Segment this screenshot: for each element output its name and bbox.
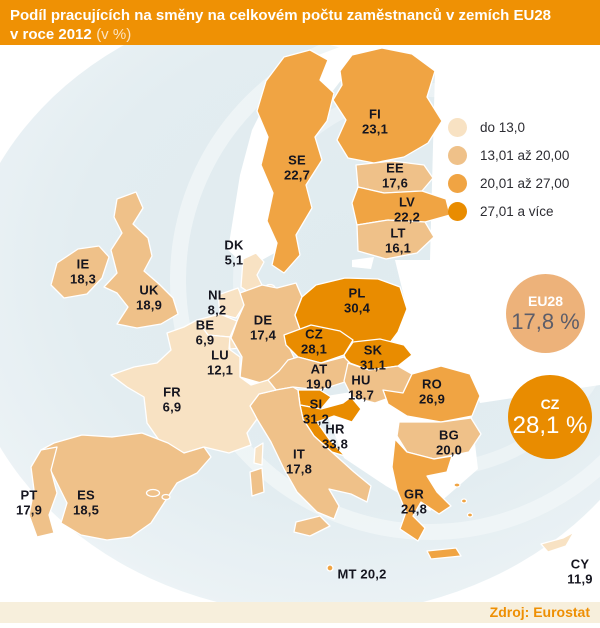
country-label-HR: HR 33,8 bbox=[321, 421, 349, 451]
legend: do 13,0 13,01 až 20,00 20,01 až 27,00 27,01… bbox=[448, 113, 569, 225]
country-shape-PT bbox=[28, 446, 58, 538]
country-shape-IT bbox=[249, 386, 372, 537]
cz-badge-label: CZ bbox=[540, 395, 560, 412]
country-label-EE: EE 17,6 bbox=[381, 160, 409, 190]
legend-label: 27,01 a více bbox=[480, 203, 554, 219]
country-label-RO: RO 26,9 bbox=[418, 376, 446, 406]
legend-label: 13,01 až 20,00 bbox=[480, 147, 570, 163]
country-label-CZ: CZ 28,1 bbox=[300, 326, 328, 356]
source-text: Zdroj: Eurostat bbox=[489, 604, 590, 620]
eu-countries bbox=[28, 47, 575, 572]
cz-badge-value: 28,1 % bbox=[512, 411, 588, 439]
country-label-UK: UK 18,9 bbox=[135, 282, 163, 312]
country-label-HU: HU 18,7 bbox=[347, 372, 375, 402]
country-label-GR: GR 24,8 bbox=[400, 486, 428, 516]
country-label-FR: FR 6,9 bbox=[162, 384, 182, 414]
country-label-DE: DE 17,4 bbox=[249, 312, 277, 342]
country-label-FI: FI 23,1 bbox=[361, 106, 389, 136]
country-shape-CY bbox=[540, 531, 575, 553]
country-label-NL: NL 8,2 bbox=[207, 287, 227, 317]
country-label-LU: LU 12,1 bbox=[206, 347, 234, 377]
country-label-AT: AT 19,0 bbox=[305, 361, 333, 391]
country-label-PT: PT 17,9 bbox=[15, 487, 43, 517]
country-shape-AT bbox=[267, 356, 353, 391]
country-shape-LV bbox=[351, 186, 451, 226]
country-shape-BG bbox=[396, 417, 482, 460]
eu28-average-badge: EU28 17,8 % bbox=[506, 274, 585, 353]
country-shape-NL bbox=[217, 287, 246, 319]
country-label-IE: IE 18,3 bbox=[69, 256, 97, 286]
legend-swatch-icon bbox=[448, 145, 467, 165]
country-label-SI: SI 31,2 bbox=[302, 396, 330, 426]
country-label-ES: ES 18,5 bbox=[72, 487, 100, 517]
country-label-SK: SK 31,1 bbox=[359, 342, 387, 372]
cz-highlight-badge: CZ 28,1 % bbox=[508, 375, 592, 459]
legend-swatch-icon bbox=[448, 117, 467, 137]
country-shape-UK bbox=[103, 191, 179, 329]
legend-item-0: do 13,0 bbox=[448, 113, 569, 141]
legend-swatch-icon bbox=[448, 201, 467, 221]
landmass-kaliningrad bbox=[352, 257, 374, 269]
eu28-badge-value: 17,8 % bbox=[511, 309, 580, 334]
legend-item-1: 13,01 až 20,00 bbox=[448, 141, 569, 169]
legend-label: 20,01 až 27,00 bbox=[480, 175, 570, 191]
page-title-line1: Podíl pracujících na směny na celkovém p… bbox=[10, 7, 552, 24]
map-area: do 13,0 13,01 až 20,00 20,01 až 27,00 27,01… bbox=[0, 45, 600, 602]
country-label-DK: DK 5,1 bbox=[224, 237, 244, 267]
legend-swatch-icon bbox=[448, 173, 467, 193]
legend-item-3: 27,01 a více bbox=[448, 197, 569, 225]
country-label-BE: BE 6,9 bbox=[195, 317, 215, 347]
country-shape-ES bbox=[40, 432, 212, 541]
country-shape-FR bbox=[110, 319, 277, 466]
country-label-BG: BG 20,0 bbox=[435, 427, 463, 457]
country-shape-MT bbox=[326, 564, 334, 572]
country-shape-LT bbox=[356, 219, 435, 260]
eu28-badge-label: EU28 bbox=[527, 293, 564, 309]
country-label-MT: MT 20,2 bbox=[337, 566, 387, 582]
country-label-LV: LV 22,2 bbox=[393, 194, 421, 224]
country-label-SE: SE 22,7 bbox=[283, 152, 311, 182]
country-shape-FI bbox=[332, 47, 443, 164]
country-shape-GR bbox=[391, 438, 474, 560]
legend-label: do 13,0 bbox=[480, 119, 526, 135]
page-title-line2: v roce 2012 bbox=[10, 26, 92, 43]
legend-item-2: 20,01 až 27,00 bbox=[448, 169, 569, 197]
source-bar: Zdroj: Eurostat bbox=[0, 602, 600, 623]
page-title-unit: (v %) bbox=[96, 26, 132, 43]
country-label-CY: CY 11,9 bbox=[567, 556, 593, 586]
country-shape-IE bbox=[50, 245, 110, 299]
country-label-LT: LT 16,1 bbox=[384, 225, 412, 255]
title-bar: Podíl pracujících na směny na celkovém p… bbox=[0, 0, 600, 45]
country-label-PL: PL 30,4 bbox=[343, 285, 371, 315]
country-shape-SE bbox=[256, 49, 335, 274]
country-label-IT: IT 17,8 bbox=[285, 446, 313, 476]
